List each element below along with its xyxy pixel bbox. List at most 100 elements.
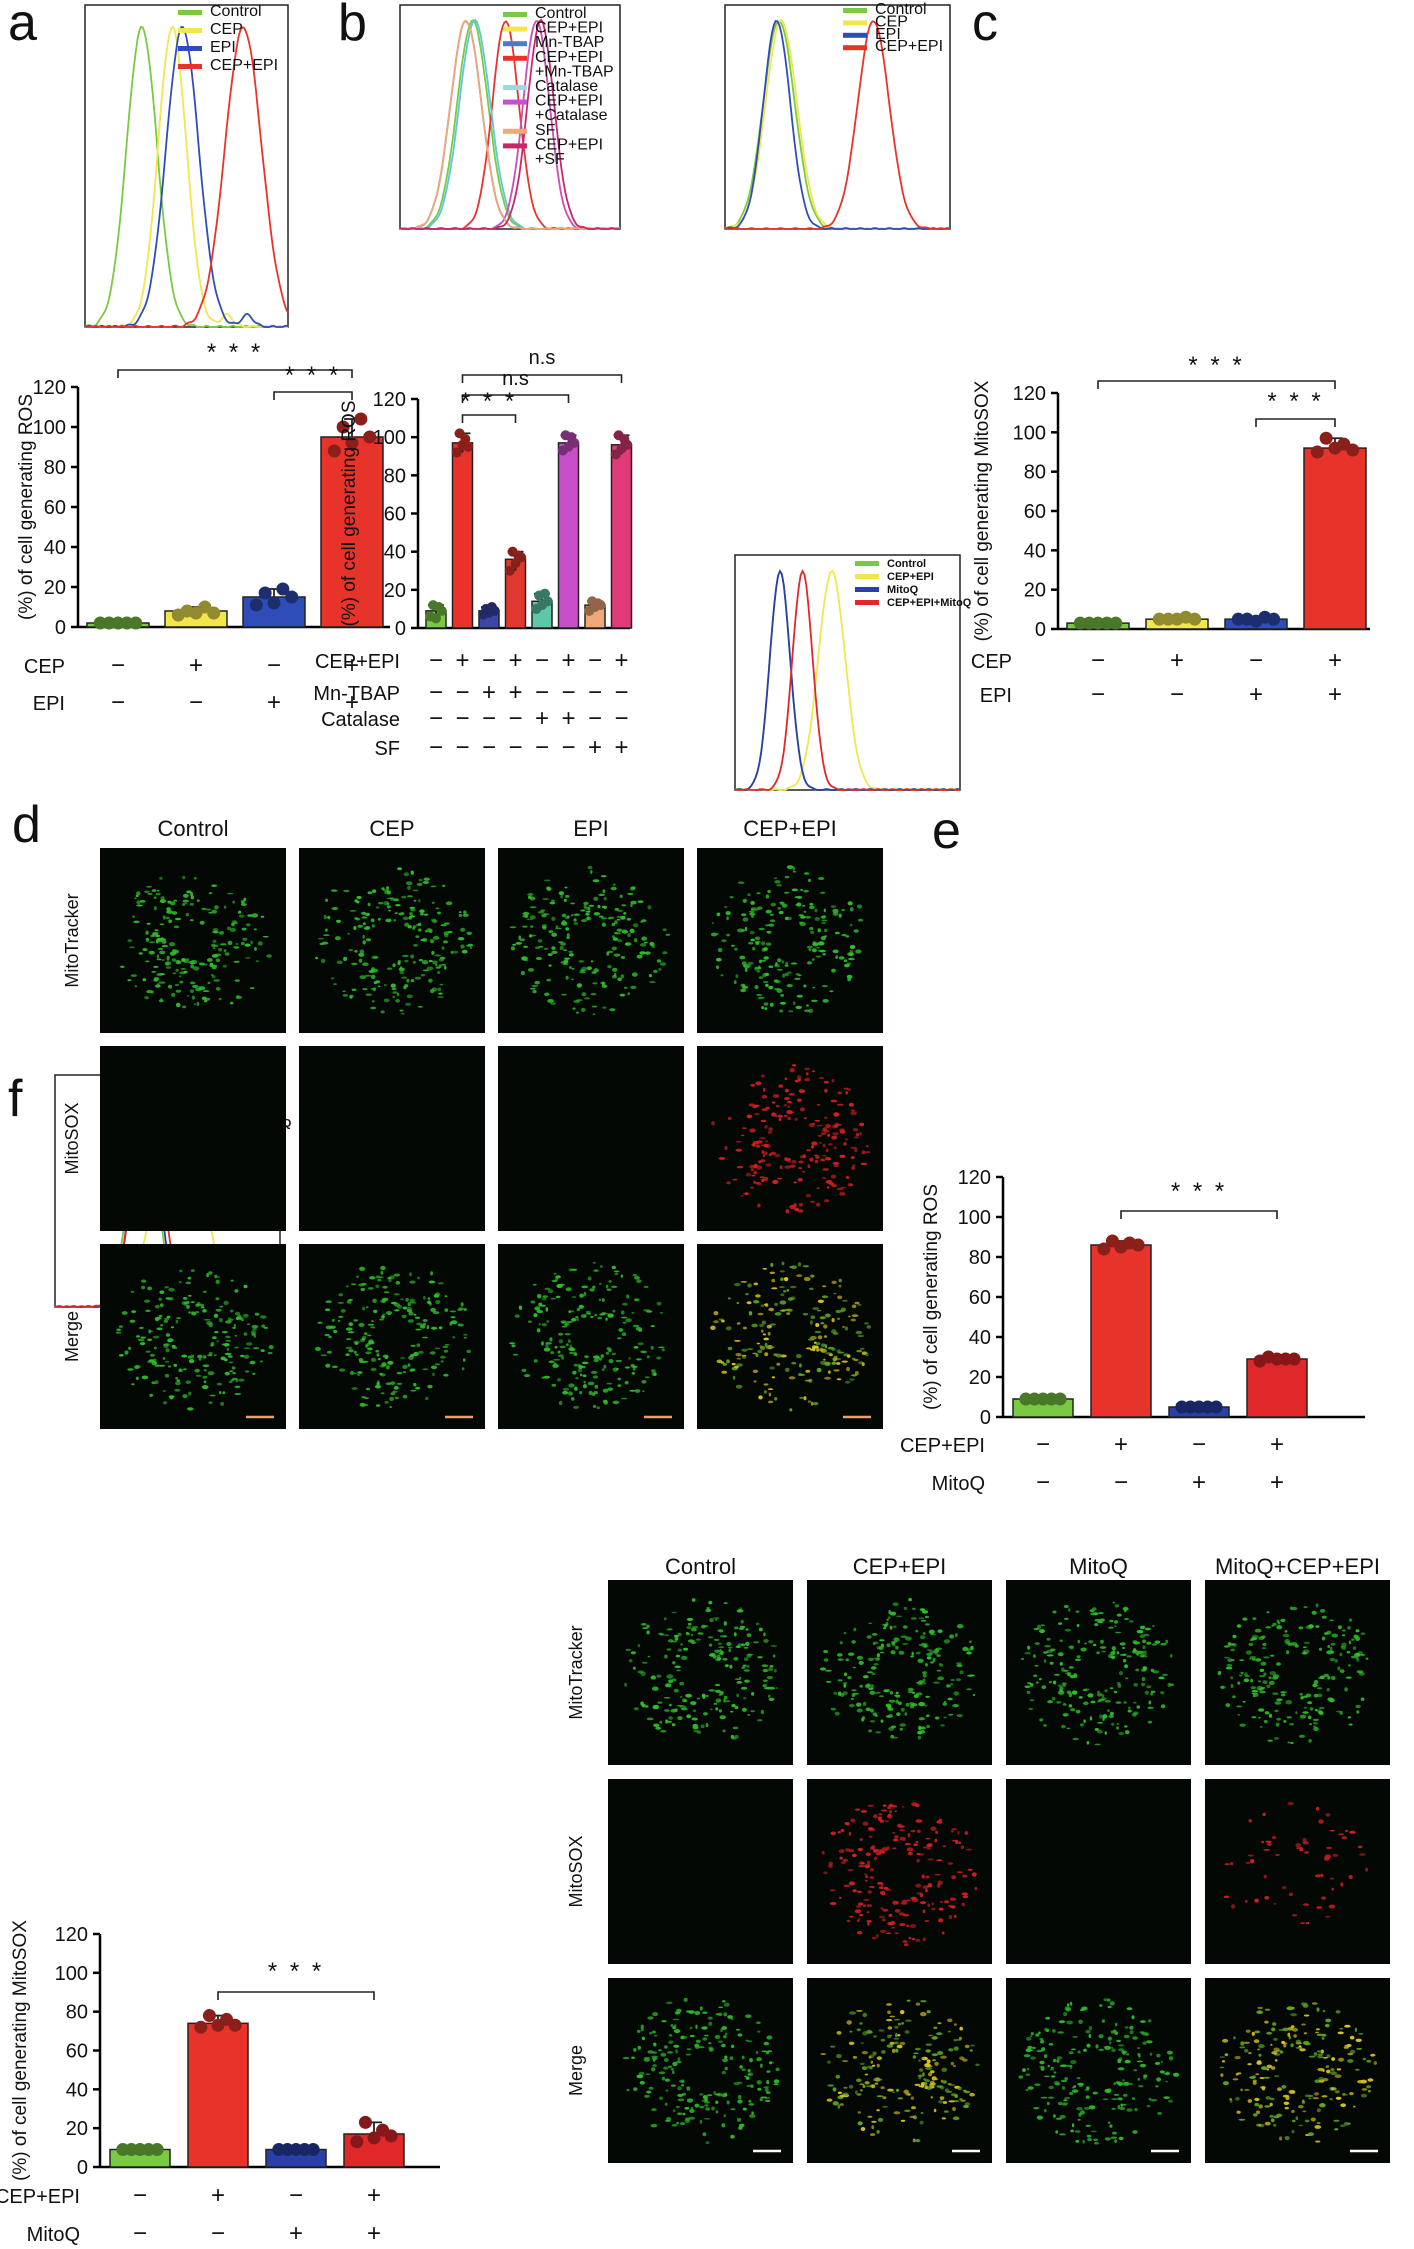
mitochondria-signal [659,2096,664,2100]
mitochondria-signal [243,1347,251,1350]
mitochondria-signal [1331,2057,1335,2061]
mitochondria-signal [611,1285,618,1289]
mitochondria-signal [1129,2025,1134,2030]
mitochondria-signal [850,1146,857,1150]
mitochondria-signal [247,1323,250,1325]
mitochondria-signal [1092,1643,1097,1647]
mitochondria-signal [776,988,783,993]
mitochondria-signal [796,994,803,998]
data-point [189,606,203,620]
mitochondria-signal [413,1313,417,1316]
mitochondria-signal [608,1359,614,1364]
mitochondria-signal [808,878,811,883]
mitochondria-signal [839,2103,844,2106]
mitochondria-signal [637,900,644,903]
mitochondria-signal [216,987,221,991]
mitochondria-signal [713,2091,717,2095]
mitochondria-signal [165,1348,170,1353]
mitochondria-signal [547,953,553,957]
mitochondria-signal [621,1316,628,1319]
legend-label: Mn-TBAP [535,34,604,51]
mitochondria-signal [971,1872,977,1877]
mitochondria-signal [896,2088,899,2092]
mitochondria-signal [775,1105,780,1108]
mitochondria-signal [742,2107,747,2111]
mitochondria-signal [653,1372,657,1376]
mitochondria-signal [202,1375,208,1379]
mitochondria-signal [788,1093,795,1096]
mitochondria-signal [741,1354,747,1357]
mitochondria-signal [409,1369,414,1372]
data-point [228,2018,242,2032]
mitochondria-signal [601,1368,605,1371]
mitochondria-signal [1348,1723,1353,1726]
mitochondria-signal [915,1651,921,1655]
mitochondria-signal [724,2092,728,2097]
mitochondria-signal [763,1679,768,1682]
mitochondria-signal [544,947,548,951]
mitochondria-signal [601,984,608,988]
mitochondria-signal [776,968,783,971]
mitochondria-signal [785,1308,791,1312]
mitochondria-signal [1152,1625,1155,1627]
mitochondria-signal [227,1355,233,1358]
mitochondria-signal [1113,1690,1118,1694]
mitochondria-signal [1136,2060,1144,2063]
mitochondria-signal [903,1606,908,1610]
mitochondria-signal [435,1299,441,1305]
mitochondria-signal [723,1621,727,1626]
data-point [436,605,447,616]
mitochondria-signal [550,1297,556,1300]
mitochondria-signal [723,1635,728,1638]
mitochondria-signal [652,2030,656,2034]
mitochondria-signal [225,1340,232,1342]
mitochondria-signal [920,1901,927,1905]
mitochondria-signal [812,1307,819,1310]
mitochondria-signal [402,1394,408,1399]
mitochondria-signal [1224,1863,1230,1866]
mitochondria-signal [765,1140,769,1143]
data-point [354,412,368,426]
mitochondria-signal [161,944,168,948]
mitochondria-signal [1303,2014,1310,2017]
mitochondria-signal [749,912,756,916]
mitochondria-signal [415,1328,422,1331]
mitochondria-signal [1146,2104,1151,2108]
mitochondria-signal [721,2026,728,2030]
mitochondria-signal [791,888,798,892]
mitochondria-signal [656,1301,662,1306]
mitochondria-signal [568,1310,572,1314]
mitochondria-signal [594,1384,599,1389]
mitochondria-signal [867,1657,875,1661]
mitochondria-signal [250,1330,257,1334]
mitochondria-signal [1124,1618,1129,1620]
mitochondria-signal [240,1354,245,1358]
mitochondria-signal [192,966,200,971]
mitochondria-signal [1048,2043,1054,2046]
mitochondria-signal [897,2097,903,2100]
mitochondria-signal [1256,2010,1263,2014]
mitochondria-signal [1308,1715,1312,1720]
mitochondria-signal [870,1708,874,1713]
mitochondria-signal [1232,1634,1237,1639]
mitochondria-signal [154,1380,159,1385]
mitochondria-signal [565,927,570,931]
mitochondria-signal [675,1654,681,1658]
mitochondria-signal [1302,1646,1307,1648]
mitochondria-signal [1034,1642,1040,1646]
mitochondria-signal [661,2020,667,2023]
mitochondria-signal [206,1321,213,1325]
mitochondria-signal [749,2058,753,2063]
mitochondria-signal [1108,1715,1114,1718]
factor-sign: + [189,652,203,679]
mitochondria-signal [653,1723,660,1728]
mitochondria-signal [941,1931,945,1935]
mitochondria-signal [614,908,619,911]
factor-sign: + [1114,1431,1128,1458]
mitochondria-signal [702,2037,708,2041]
mitochondria-signal [633,2047,637,2052]
mitochondria-signal [785,1209,790,1214]
mitochondria-signal [1030,2032,1034,2036]
factor-sign: − [508,705,522,732]
mitochondria-signal [575,1376,579,1380]
